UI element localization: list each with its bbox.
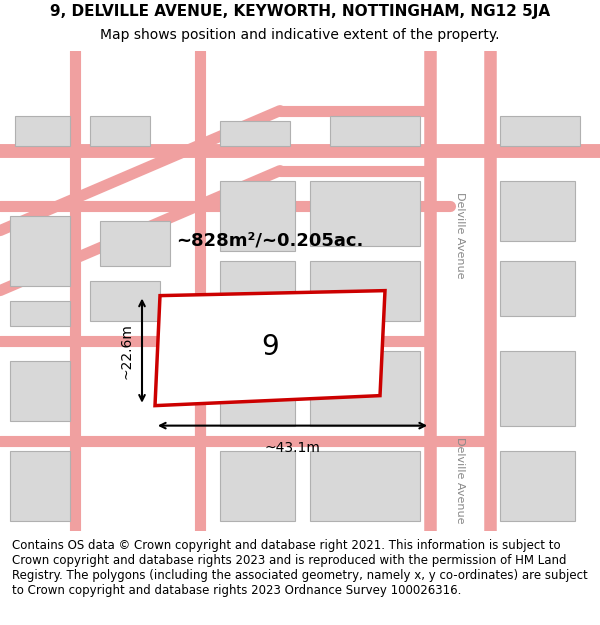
- Polygon shape: [500, 451, 575, 521]
- Text: ~828m²/~0.205ac.: ~828m²/~0.205ac.: [176, 232, 364, 249]
- Polygon shape: [10, 301, 70, 326]
- Polygon shape: [500, 116, 580, 146]
- Polygon shape: [500, 261, 575, 316]
- Polygon shape: [500, 351, 575, 426]
- Text: Delville Avenue: Delville Avenue: [455, 438, 465, 524]
- Polygon shape: [500, 181, 575, 241]
- Polygon shape: [310, 261, 420, 321]
- Polygon shape: [15, 116, 70, 146]
- Polygon shape: [220, 351, 295, 426]
- Polygon shape: [10, 361, 70, 421]
- Text: Delville Avenue: Delville Avenue: [455, 192, 465, 279]
- Text: 9, DELVILLE AVENUE, KEYWORTH, NOTTINGHAM, NG12 5JA: 9, DELVILLE AVENUE, KEYWORTH, NOTTINGHAM…: [50, 4, 550, 19]
- Polygon shape: [10, 451, 70, 521]
- Text: Contains OS data © Crown copyright and database right 2021. This information is : Contains OS data © Crown copyright and d…: [12, 539, 588, 597]
- Text: Map shows position and indicative extent of the property.: Map shows position and indicative extent…: [100, 28, 500, 42]
- Polygon shape: [220, 181, 295, 251]
- Polygon shape: [155, 291, 385, 406]
- Polygon shape: [100, 221, 170, 266]
- Text: ~22.6m: ~22.6m: [120, 322, 134, 379]
- Polygon shape: [310, 181, 420, 246]
- Polygon shape: [220, 451, 295, 521]
- Polygon shape: [310, 351, 420, 426]
- Polygon shape: [220, 121, 290, 146]
- Polygon shape: [10, 216, 70, 286]
- Polygon shape: [220, 261, 295, 321]
- Polygon shape: [90, 116, 150, 146]
- Text: 9: 9: [261, 333, 279, 361]
- Polygon shape: [330, 116, 420, 146]
- Polygon shape: [310, 451, 420, 521]
- Polygon shape: [90, 281, 160, 321]
- Text: ~43.1m: ~43.1m: [265, 441, 320, 454]
